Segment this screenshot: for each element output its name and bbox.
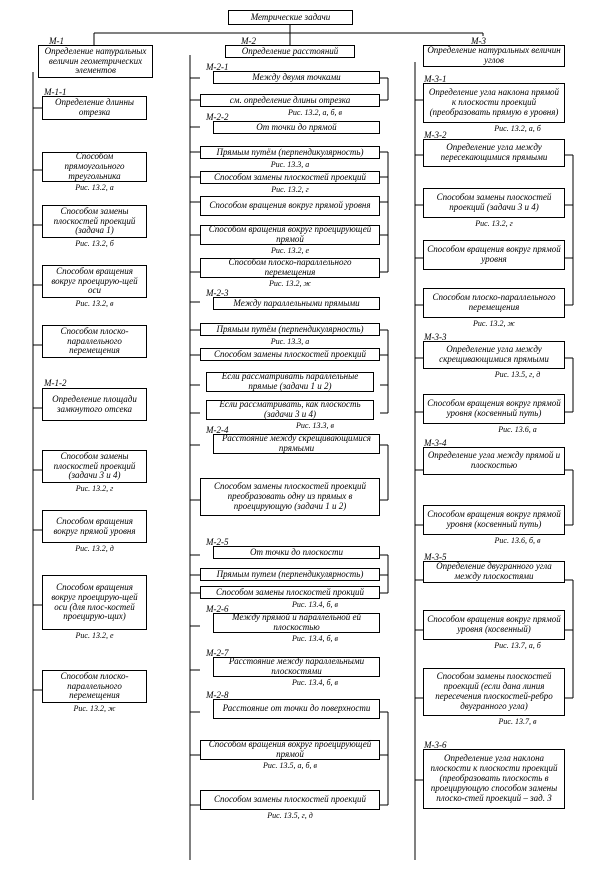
m25: От точки до плоскости — [213, 546, 380, 559]
m32b: Способом вращения вокруг прямой уровня — [423, 240, 565, 270]
col2-title: Определение расстояний — [225, 45, 355, 58]
m35a-c: Рис. 13.7, а, б — [470, 641, 565, 650]
m12: Определение площади замкнутого отсека — [42, 388, 147, 421]
m34a: Способом вращения вокруг прямой уровня (… — [423, 505, 565, 535]
col1-title: Определение натуральных величин геометри… — [38, 45, 153, 78]
m22e: Способом плоско-параллельного перемещени… — [200, 258, 380, 278]
lbl-m12: М-1-2 — [43, 378, 68, 388]
m27: Расстояние между параллельными плоскостя… — [213, 657, 380, 677]
m36: Определение угла наклона плоскости к пло… — [423, 749, 565, 809]
m28a-c: Рис. 13.5, а, б, в — [200, 761, 380, 770]
m11b-c: Рис. 13.2, б — [42, 239, 147, 248]
root-title: Метрические задачи — [228, 10, 353, 25]
m23d-c: Рис. 13.3, в — [250, 421, 380, 430]
m22d-c: Рис. 13.2, е — [200, 246, 380, 255]
m33-c: Рис. 13.5, г, д — [470, 370, 565, 379]
m12d: Способом плоско-параллельного перемещени… — [42, 670, 147, 703]
m22b: Способом замены плоскостей проекций — [200, 171, 380, 184]
m34a-c: Рис. 13.6, б, в — [470, 536, 565, 545]
m12c-c: Рис. 13.2, е — [42, 631, 147, 640]
col3-title: Определение натуральных величин углов — [423, 45, 565, 67]
m11a: Способом прямоугольного треугольника — [42, 152, 147, 182]
m35b: Способом замены плоскостей проекций (есл… — [423, 668, 565, 716]
m11b: Способом замены плоскостей проекций (зад… — [42, 205, 147, 238]
m23a: Прямым путём (перпендикулярность) — [200, 323, 380, 336]
m23a-c: Рис. 13.3, а — [200, 337, 380, 346]
m32: Определение угла между пересекающимися п… — [423, 139, 565, 167]
m28: Расстояние от точки до поверхности — [213, 699, 380, 719]
m27-c: Рис. 13.4, б, в — [250, 678, 380, 687]
m23d: Если рассматривать, как плоскость (задач… — [206, 400, 374, 420]
m12d-c: Рис. 13.2, ж — [42, 704, 147, 713]
m22c: Способом вращения вокруг прямой уровня — [200, 196, 380, 216]
m11: Определение длинны отрезка — [42, 96, 147, 120]
m33a-c: Рис. 13.6, а — [470, 425, 565, 434]
m22e-c: Рис. 13.2, ж — [200, 279, 380, 288]
m35a: Способом вращения вокруг прямой уровня (… — [423, 610, 565, 640]
m35b-c: Рис. 13.7, в — [470, 717, 565, 726]
m34: Определение угла между прямой и плоскост… — [423, 447, 565, 475]
m35: Определение двугранного угла между плоск… — [423, 561, 565, 583]
m21: Между двумя точками — [213, 71, 380, 84]
m22a: Прямым путём (перпендикулярность) — [200, 146, 380, 159]
m11d: Способом плоско-параллельного перемещени… — [42, 325, 147, 358]
m11a-c: Рис. 13.2, а — [42, 183, 147, 192]
m32a: Способом замены плоскостей проекций (зад… — [423, 188, 565, 218]
m31-c: Рис. 13.2, а, б — [470, 124, 565, 133]
m11c: Способом вращения вокруг проецирую-щей о… — [42, 265, 147, 298]
m25b: Способом замены плоскостей прокций — [200, 586, 380, 599]
m33: Определение угла между скрещивающимися п… — [423, 341, 565, 369]
m26-c: Рис. 13.4, б, в — [250, 634, 380, 643]
m23: Между параллельными прямыми — [213, 297, 380, 310]
m28b: Способом замены плоскостей проекций — [200, 790, 380, 810]
m32c-c: Рис. 13.2, ж — [423, 319, 565, 328]
m22a-c: Рис. 13.3, а — [200, 160, 380, 169]
m24a: Способом замены плоскостей проекций прео… — [200, 478, 380, 516]
m12a: Способом замены плоскостей проекций (зад… — [42, 450, 147, 483]
m12c: Способом вращения вокруг проецирую-щей о… — [42, 575, 147, 630]
m31: Определение угла наклона прямой к плоско… — [423, 83, 565, 123]
m22d: Способом вращения вокруг проецирующей пр… — [200, 225, 380, 245]
m12a-c: Рис. 13.2, г — [42, 484, 147, 493]
m25b-c: Рис. 13.4, б, в — [250, 600, 380, 609]
m21a: см. определение длины отрезка — [200, 94, 380, 107]
m22b-c: Рис. 13.2, г — [200, 185, 380, 194]
m32a-c: Рис. 13.2, г — [423, 219, 565, 228]
m28b-c: Рис. 13.5, г, д — [200, 811, 380, 820]
m32c: Способом плоско-параллельного перемещени… — [423, 288, 565, 318]
m12b-c: Рис. 13.2, д — [42, 544, 147, 553]
m28a: Способом вращения вокруг проецирующей пр… — [200, 740, 380, 760]
m26: Между прямой и параллельной ей плоскость… — [213, 613, 380, 633]
m22: От точки до прямой — [213, 121, 380, 134]
m23c: Если рассматривать параллельные прямые (… — [206, 372, 374, 392]
m25a: Прямым путем (перпендикулярность) — [200, 568, 380, 581]
m23b: Способом замены плоскостей проекций — [200, 348, 380, 361]
m21a-c: Рис. 13.2, а, б, в — [250, 108, 380, 117]
m12b: Способом вращения вокруг прямой уровня — [42, 510, 147, 543]
m24: Расстояние между скрещивающимися прямыми — [213, 434, 380, 454]
m11c-c: Рис. 13.2, в — [42, 299, 147, 308]
m33a: Способом вращения вокруг прямой уровня (… — [423, 394, 565, 424]
